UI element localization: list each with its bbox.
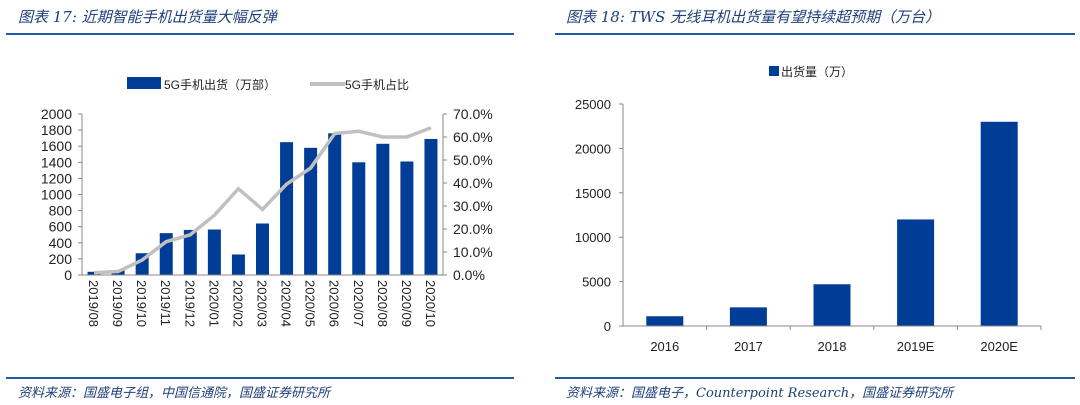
x-tick-label: 2017 [734,339,763,354]
x-tick-label: 2019/09 [110,280,125,327]
y-tick-label: 20000 [575,141,611,156]
x-tick-label: 2019/10 [134,280,149,327]
x-tick-label: 2020/05 [303,280,318,327]
x-tick-label: 2020/02 [230,280,245,327]
legend-bar-swatch [127,77,161,89]
y-tick-label: 0 [604,319,611,334]
x-tick-label: 2020/07 [351,280,366,327]
y-tick-label: 15000 [575,186,611,201]
left-source-rule [6,377,514,379]
y2-tick-label: 60.0% [453,129,493,145]
x-tick-label: 2020/04 [279,280,294,327]
bar-2020/05 [304,147,318,275]
y-tick-label: 1600 [41,138,72,154]
bar-2020/01 [207,229,221,275]
y-tick-label: 2000 [41,106,72,122]
bar-2016 [646,316,684,326]
y2-tick-label: 0.0% [453,267,485,283]
right-source-rule [555,377,1075,379]
x-tick-label: 2020/06 [327,280,342,327]
bar-2020/08 [376,143,390,275]
x-tick-label: 2020/10 [423,280,438,327]
bar-2019/12 [183,229,197,275]
x-tick-label: 2019/08 [86,280,101,327]
y-tick-label: 1400 [41,154,72,170]
x-tick-label: 2016 [650,339,679,354]
y-tick-label: 25000 [575,97,611,112]
bar-2020/02 [231,254,245,275]
x-tick-label: 2020/09 [399,280,414,327]
legend-bar-label: 出货量（万） [781,64,853,79]
y-tick-label: 10000 [575,230,611,245]
y2-tick-label: 20.0% [453,221,493,237]
y2-tick-label: 10.0% [453,244,493,260]
bar-2018 [813,284,851,326]
left-chart-title: 图表 17: 近期智能手机出货量大幅反弹 [18,8,277,26]
y-tick-label: 400 [49,235,73,251]
left-source: 资料来源：国盛电子组，中国信通院，国盛证券研究所 [18,386,331,401]
x-tick-label: 2020/03 [255,280,270,327]
bar-2017 [729,307,767,326]
x-tick-label: 2018 [818,339,847,354]
legend-bar-swatch [769,66,779,76]
y2-tick-label: 70.0% [453,106,493,122]
x-tick-label: 2020/08 [375,280,390,327]
bar-2020/03 [256,223,269,275]
bar-2020/06 [328,133,342,275]
bar-2020/04 [280,142,294,275]
share-line [93,126,432,275]
bar-2020/07 [352,162,366,275]
bar-2020/10 [424,138,438,275]
y2-tick-label: 50.0% [453,152,493,168]
x-tick-label: 2019/12 [182,280,197,327]
bar-2020/09 [400,161,414,275]
y-tick-label: 1000 [41,187,72,203]
y-tick-label: 1200 [41,170,72,186]
y-tick-label: 600 [49,219,73,235]
x-tick-label: 2019/11 [158,280,173,326]
right-chart-title: 图表 18: TWS 无线耳机出货量有望持续超预期（万台） [566,8,941,26]
bar-2020E [980,121,1018,326]
legend-line-label: 5G手机占比 [345,77,409,92]
y-tick-label: 200 [49,251,73,267]
bar-2019E [897,219,935,326]
x-tick-label: 2020E [980,339,1018,354]
x-tick-label: 2020/01 [206,280,221,327]
y-tick-label: 800 [49,203,73,219]
legend-bar-label: 5G手机出货（万部） [164,77,276,92]
y2-tick-label: 40.0% [453,175,493,191]
y2-tick-label: 30.0% [453,198,493,214]
bar-2019/08 [87,271,101,275]
x-tick-label: 2019E [897,339,935,354]
y-tick-label: 1800 [41,122,72,138]
y-tick-label: 5000 [582,275,611,290]
left-title-rule [6,33,514,35]
y-tick-label: 0 [64,267,72,283]
right-title-rule [555,33,1075,35]
right-source: 资料来源：国盛电子，Counterpoint Research，国盛证券研究所 [566,386,954,401]
